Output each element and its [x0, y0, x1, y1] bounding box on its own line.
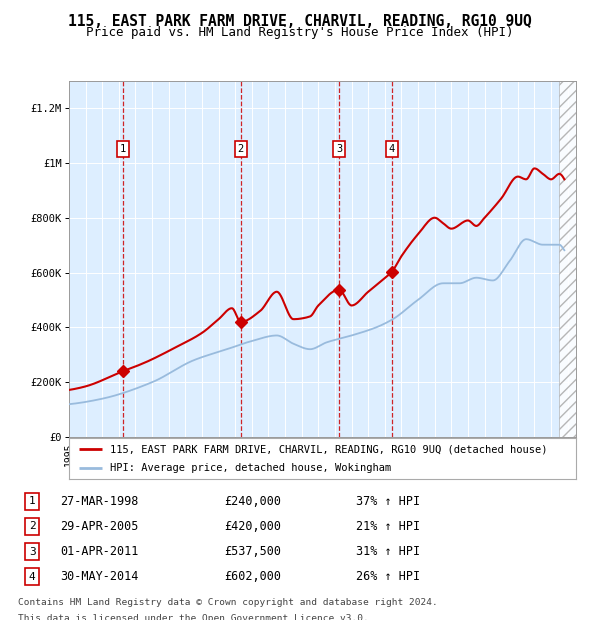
- Text: 3: 3: [29, 547, 35, 557]
- Bar: [559, 81, 576, 437]
- Text: 30-MAY-2014: 30-MAY-2014: [60, 570, 139, 583]
- Text: This data is licensed under the Open Government Licence v3.0.: This data is licensed under the Open Gov…: [18, 614, 369, 620]
- Text: 21% ↑ HPI: 21% ↑ HPI: [356, 520, 421, 533]
- Text: 4: 4: [389, 144, 395, 154]
- Text: 1: 1: [119, 144, 126, 154]
- Text: 37% ↑ HPI: 37% ↑ HPI: [356, 495, 421, 508]
- Text: 115, EAST PARK FARM DRIVE, CHARVIL, READING, RG10 9UQ: 115, EAST PARK FARM DRIVE, CHARVIL, READ…: [68, 14, 532, 29]
- Text: 2: 2: [238, 144, 244, 154]
- Text: 26% ↑ HPI: 26% ↑ HPI: [356, 570, 421, 583]
- Text: £602,000: £602,000: [224, 570, 281, 583]
- Text: 2: 2: [29, 521, 35, 531]
- Text: £537,500: £537,500: [224, 545, 281, 558]
- Text: 01-APR-2011: 01-APR-2011: [60, 545, 139, 558]
- Text: 3: 3: [336, 144, 342, 154]
- Text: 31% ↑ HPI: 31% ↑ HPI: [356, 545, 421, 558]
- Text: 29-APR-2005: 29-APR-2005: [60, 520, 139, 533]
- Text: £420,000: £420,000: [224, 520, 281, 533]
- Text: Contains HM Land Registry data © Crown copyright and database right 2024.: Contains HM Land Registry data © Crown c…: [18, 598, 438, 608]
- Text: Price paid vs. HM Land Registry's House Price Index (HPI): Price paid vs. HM Land Registry's House …: [86, 26, 514, 39]
- Text: 27-MAR-1998: 27-MAR-1998: [60, 495, 139, 508]
- Text: 115, EAST PARK FARM DRIVE, CHARVIL, READING, RG10 9UQ (detached house): 115, EAST PARK FARM DRIVE, CHARVIL, READ…: [110, 444, 547, 454]
- Text: 1: 1: [29, 496, 35, 506]
- Text: HPI: Average price, detached house, Wokingham: HPI: Average price, detached house, Woki…: [110, 463, 391, 473]
- Text: £240,000: £240,000: [224, 495, 281, 508]
- Text: 4: 4: [29, 572, 35, 582]
